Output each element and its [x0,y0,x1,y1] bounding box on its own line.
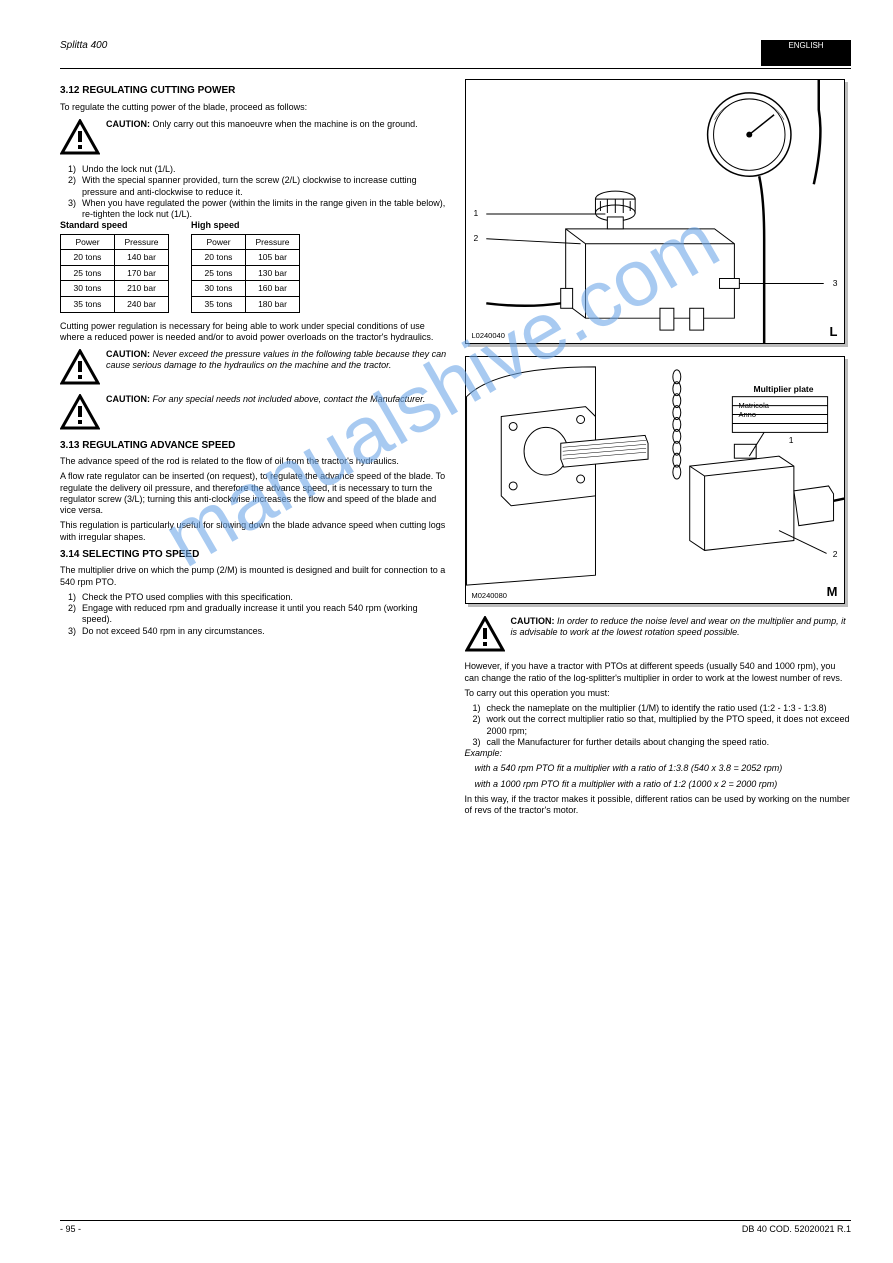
li-num: 3) [68,198,82,221]
li-txt: Engage with reduced rpm and gradually in… [82,603,447,626]
sec-3-12-title: 3.12 REGULATING CUTTING POWER [60,85,447,98]
li-txt: When you have regulated the power (withi… [82,198,447,221]
page-header: Splitta 400 ENGLISH [60,40,851,69]
li-num: 2) [473,714,487,737]
sec2-p2: A flow rate regulator can be inserted (o… [60,471,447,516]
tables-row: Standard speed PowerPressure 20 tons140 … [60,220,447,312]
tbl2-cap: High speed [191,220,300,231]
language-badge: ENGLISH [761,40,851,66]
figure-L: 1 2 3 L0240040 L [465,79,845,344]
fig-L-letter: L [830,324,838,340]
page-number: - 95 - [60,1224,81,1235]
fig-L-callout-3: 3 [833,278,838,289]
li-num: 1) [68,164,82,175]
warning-icon [60,349,100,388]
sec3-p1: The multiplier drive on which the pump (… [60,565,447,588]
tbl1-cap: Standard speed [60,220,169,231]
caution-label: CAUTION: [106,349,153,359]
warning-icon [60,394,100,433]
page-footer: - 95 - DB 40 COD. 52020021 R.1 [60,1220,851,1235]
fig-L-callout-2: 2 [474,233,479,244]
li-txt: call the Manufacturer for further detail… [487,737,770,748]
example-2: with a 1000 rpm PTO fit a multiplier wit… [475,779,852,790]
sec4-p4: In this way, if the tractor makes it pos… [465,794,852,817]
fig-L-partno: L0240040 [472,331,505,340]
warning-icon [60,119,100,158]
figure-M: Multiplier plate Matricola Anno 1 2 M024… [465,356,845,604]
sec4-p1: In order to reduce the noise level and w… [511,616,846,637]
sec2-p1: The advance speed of the rod is related … [60,456,447,467]
doc-title: Splitta 400 [60,40,107,53]
sec4-p2: However, if you have a tractor with PTOs… [465,661,852,684]
sec2-p3: This regulation is particularly useful f… [60,520,447,543]
li-txt: With the special spanner provided, turn … [82,175,447,198]
right-column: 1 2 3 L0240040 L [465,79,852,820]
sec4-p3: To carry out this operation you must: [465,688,852,699]
sec1-p3: Cutting power regulation is necessary fo… [60,321,447,344]
sec1-p5: For any special needs not included above… [153,394,426,404]
caution-label: CAUTION: [511,616,558,626]
warning-icon [465,616,505,655]
table-standard-speed: PowerPressure 20 tons140 bar 25 tons170 … [60,234,169,313]
li-txt: check the nameplate on the multiplier (1… [487,703,827,714]
caution-label: CAUTION: [106,394,153,404]
li-num: 1) [68,592,82,603]
fig-M-plate-line1: Matricola [739,401,769,410]
fig-L-callout-1: 1 [474,208,479,219]
li-txt: Undo the lock nut (1/L). [82,164,176,175]
li-num: 3) [68,626,82,637]
fig-M-plate-label: Multiplier plate [754,384,814,395]
li-num: 1) [473,703,487,714]
left-column: 3.12 REGULATING CUTTING POWER To regulat… [60,79,447,820]
fig-M-letter: M [827,584,838,600]
li-txt: Do not exceed 540 rpm in any circumstanc… [82,626,265,637]
li-num: 2) [68,603,82,626]
example-lead: Example: [465,748,503,758]
li-txt: Check the PTO used complies with this sp… [82,592,293,603]
sec1-p1: To regulate the cutting power of the bla… [60,102,447,113]
sec-3-13-title: 3.13 REGULATING ADVANCE SPEED [60,440,447,453]
doc-code: DB 40 COD. 52020021 R.1 [742,1224,851,1235]
fig-M-partno: M0240080 [472,591,507,600]
example-1: with a 540 rpm PTO fit a multiplier with… [475,763,852,774]
sec-3-14-title: 3.14 SELECTING PTO SPEED [60,549,447,562]
caution-label: CAUTION: [106,119,153,129]
li-num: 2) [68,175,82,198]
li-num: 3) [473,737,487,748]
language-badge-text: ENGLISH [761,42,851,51]
li-txt: work out the correct multiplier ratio so… [487,714,852,737]
fig-M-callout-1: 1 [789,435,794,446]
fig-M-plate-line2: Anno [739,410,757,419]
sec1-p2: Only carry out this manoeuvre when the m… [153,119,418,129]
fig-M-callout-2: 2 [833,549,838,560]
table-high-speed: PowerPressure 20 tons105 bar 25 tons130 … [191,234,300,313]
sec1-p4: Never exceed the pressure values in the … [106,349,446,370]
figure-L-drawing [466,80,844,343]
